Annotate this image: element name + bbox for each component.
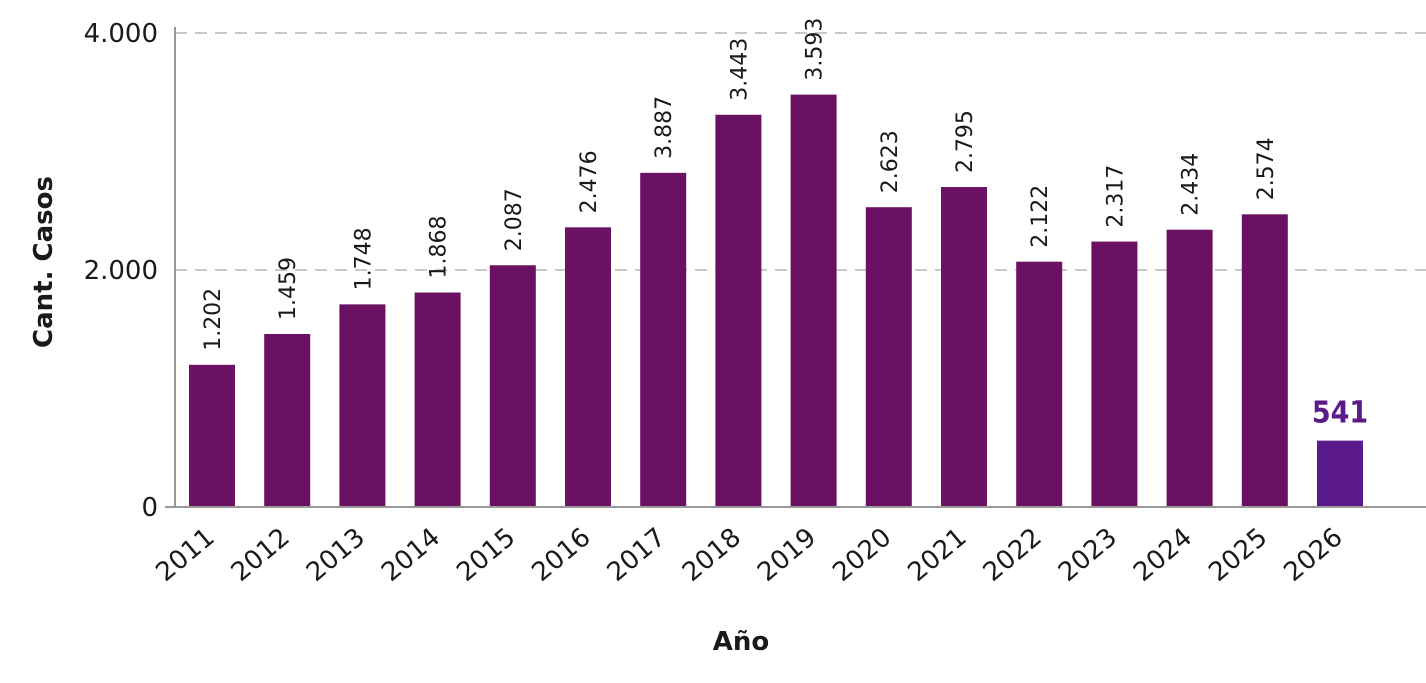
data-label: 541 <box>1312 396 1368 431</box>
y-tick-label: 2.000 <box>84 256 158 286</box>
data-label: 2.574 <box>1254 137 1279 200</box>
bar-2016 <box>565 227 611 507</box>
x-tick-label: 2021 <box>903 522 973 588</box>
data-label: 2.122 <box>1028 185 1053 248</box>
data-label: 1.748 <box>351 227 376 290</box>
bar-2013 <box>339 304 386 507</box>
data-label: 2.795 <box>953 110 978 173</box>
data-label: 1.202 <box>201 288 226 351</box>
bar-2020 <box>865 207 912 507</box>
x-tick-label: 2024 <box>1128 522 1198 588</box>
x-tick-label: 2018 <box>677 522 747 588</box>
x-tick-label: 2023 <box>1053 522 1123 588</box>
x-tick-label: 2022 <box>978 522 1048 588</box>
bar-2017 <box>640 172 687 507</box>
bar-2022 <box>1016 261 1063 507</box>
bar-2024 <box>1166 229 1213 507</box>
x-tick-labels: 2011 2012 2013 2014 2015 2016 2017 2018 2019 2020… <box>151 522 1349 588</box>
bar-2021 <box>941 187 987 508</box>
x-tick-label: 2019 <box>752 522 822 588</box>
data-label: 3.887 <box>652 96 677 159</box>
x-tick-label: 2011 <box>151 522 221 588</box>
bar-2015 <box>489 265 536 507</box>
bar-2026 <box>1317 440 1363 507</box>
x-tick-label: 2020 <box>827 522 897 588</box>
bar-2012 <box>264 333 311 507</box>
bar-2011 <box>189 364 235 507</box>
x-tick-label: 2025 <box>1203 522 1273 588</box>
bar-2018 <box>715 114 762 507</box>
data-labels: 1.202 1.459 1.748 1.868 2.087 2.476 3.887 3.443… <box>201 18 1368 431</box>
data-label: 3.443 <box>727 38 752 101</box>
bar-2023 <box>1091 241 1138 507</box>
data-label: 2.317 <box>1103 165 1128 228</box>
x-tick-label: 2013 <box>301 522 371 588</box>
x-tick-label: 2016 <box>527 522 597 588</box>
x-tick-label: 2026 <box>1279 522 1349 588</box>
axes <box>165 27 1426 508</box>
bar-2025 <box>1241 214 1288 507</box>
data-label: 2.476 <box>577 150 602 213</box>
x-tick-label: 2017 <box>602 522 672 588</box>
data-label: 3.593 <box>803 18 828 81</box>
x-tick-label: 2015 <box>451 522 521 588</box>
y-tick-labels: 0 2.000 4.000 <box>84 19 158 523</box>
y-axis-title: Cant. Casos <box>29 176 59 348</box>
data-label: 1.459 <box>276 257 301 320</box>
x-axis-title: Año <box>713 627 770 657</box>
y-tick-label: 4.000 <box>84 19 158 49</box>
bars <box>189 94 1363 508</box>
data-label: 1.868 <box>427 216 452 279</box>
x-tick-label: 2012 <box>226 522 296 588</box>
data-label: 2.087 <box>502 188 527 251</box>
bar-2014 <box>414 292 461 507</box>
data-label: 2.434 <box>1179 153 1204 216</box>
y-tick-label: 0 <box>141 493 158 523</box>
data-label: 2.623 <box>878 130 903 193</box>
bar-2019 <box>790 94 837 508</box>
x-tick-label: 2014 <box>376 522 446 588</box>
